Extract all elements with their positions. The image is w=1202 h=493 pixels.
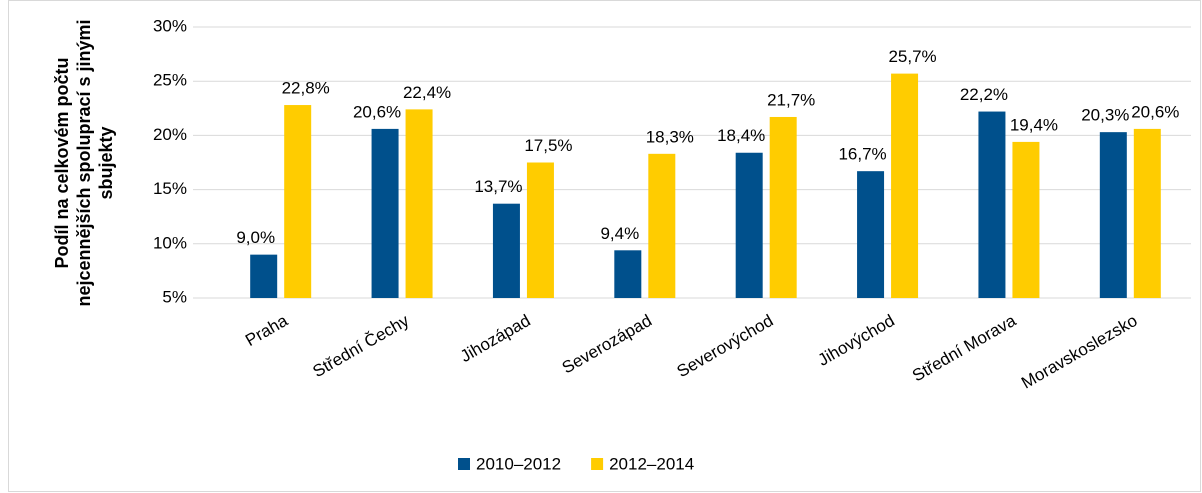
legend-swatch	[458, 458, 470, 470]
bar	[250, 254, 278, 298]
y-tick-label: 20%	[153, 125, 187, 144]
bar	[1012, 141, 1040, 298]
bar	[891, 73, 919, 298]
y-axis-title-line: sbujekty	[96, 126, 116, 199]
bar	[492, 203, 520, 298]
y-axis-title-line: nejcennějších spoluprací s jinými	[74, 19, 94, 306]
data-label: 18,4%	[717, 126, 765, 145]
bar	[1133, 128, 1161, 298]
data-label: 9,0%	[236, 228, 275, 247]
data-label: 22,8%	[282, 79, 330, 98]
bar	[735, 152, 763, 298]
data-label: 16,7%	[838, 145, 886, 164]
legend-label: 2010–2012	[476, 454, 561, 473]
bar	[371, 128, 399, 298]
bar	[648, 153, 676, 298]
data-label: 20,6%	[353, 102, 401, 121]
data-label: 18,3%	[646, 127, 694, 146]
data-label: 19,4%	[1010, 115, 1058, 134]
bar	[526, 162, 554, 298]
y-tick-label: 5%	[162, 287, 187, 306]
data-label: 20,3%	[1081, 106, 1129, 125]
bar	[614, 250, 642, 298]
bar	[769, 116, 797, 298]
data-label: 25,7%	[888, 47, 936, 66]
bar	[978, 111, 1006, 298]
data-label: 17,5%	[524, 136, 572, 155]
y-axis-title: Podíl na celkovém počtu nejcennějších sp…	[52, 19, 116, 306]
y-tick-label: 15%	[153, 179, 187, 198]
data-label: 22,2%	[960, 85, 1008, 104]
legend-label: 2012–2014	[609, 454, 694, 473]
data-label: 20,6%	[1131, 102, 1179, 121]
y-tick-label: 10%	[153, 233, 187, 252]
bar	[405, 109, 433, 298]
legend-swatch	[591, 458, 604, 470]
bar	[1099, 132, 1127, 298]
bar	[857, 171, 885, 298]
y-tick-label: 30%	[153, 16, 187, 35]
data-label: 21,7%	[767, 90, 815, 109]
data-label: 22,4%	[403, 83, 451, 102]
y-axis-title-line: Podíl na celkovém počtu	[52, 57, 72, 268]
data-label: 13,7%	[474, 177, 522, 196]
y-tick-label: 25%	[153, 71, 187, 90]
legend: 2010–2012 2012–2014	[458, 454, 694, 473]
data-label: 9,4%	[600, 224, 639, 243]
bar	[284, 105, 312, 298]
